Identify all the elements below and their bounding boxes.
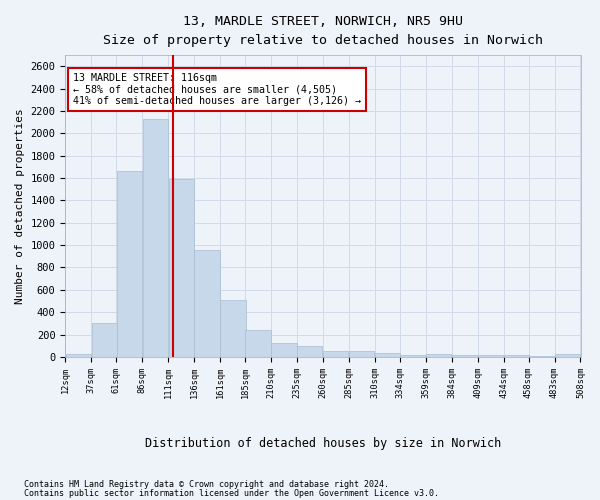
Title: 13, MARDLE STREET, NORWICH, NR5 9HU
Size of property relative to detached houses: 13, MARDLE STREET, NORWICH, NR5 9HU Size… — [103, 15, 543, 47]
Bar — [194, 250, 220, 357]
Bar — [143, 119, 167, 357]
Y-axis label: Number of detached properties: Number of detached properties — [15, 108, 25, 304]
Bar — [349, 352, 374, 357]
Bar — [426, 354, 451, 357]
Bar — [220, 300, 245, 357]
Bar — [116, 172, 142, 357]
Text: 13 MARDLE STREET: 116sqm
← 58% of detached houses are smaller (4,505)
41% of sem: 13 MARDLE STREET: 116sqm ← 58% of detach… — [73, 73, 361, 106]
Bar — [375, 353, 400, 357]
Bar — [452, 354, 477, 357]
Bar — [529, 356, 554, 357]
Bar — [92, 324, 117, 357]
Text: Contains HM Land Registry data © Crown copyright and database right 2024.: Contains HM Land Registry data © Crown c… — [24, 480, 389, 489]
Bar — [65, 354, 91, 357]
Bar — [504, 355, 529, 357]
Bar — [298, 346, 322, 357]
Bar — [323, 350, 349, 357]
X-axis label: Distribution of detached houses by size in Norwich: Distribution of detached houses by size … — [145, 437, 501, 450]
Bar — [555, 354, 580, 357]
Bar — [245, 330, 271, 357]
Bar — [169, 179, 194, 357]
Bar — [478, 354, 503, 357]
Bar — [271, 344, 296, 357]
Bar — [400, 354, 425, 357]
Text: Contains public sector information licensed under the Open Government Licence v3: Contains public sector information licen… — [24, 490, 439, 498]
